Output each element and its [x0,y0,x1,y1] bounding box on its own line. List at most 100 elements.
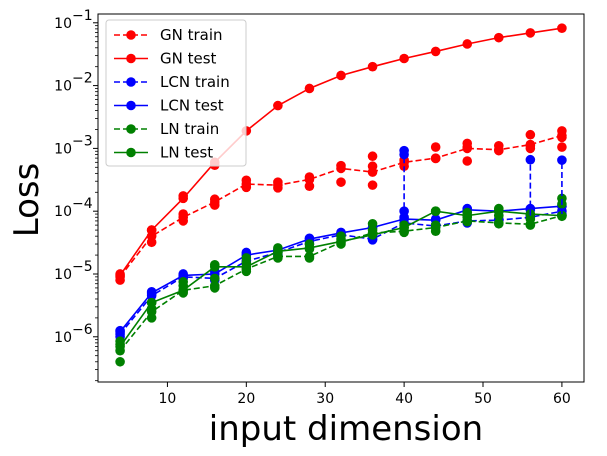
data-point [557,142,567,152]
y-tick-exponent: −5 [72,259,93,275]
y-axis-label: Loss [7,163,47,238]
data-point [557,23,567,34]
x-tick-label: 10 [159,391,177,407]
data-point [146,313,157,323]
plot-frame [97,13,585,383]
y-tick-label: 10 [54,16,72,32]
data-point [146,288,157,298]
data-point [367,161,378,172]
data-point [557,210,567,221]
data-point [146,225,157,235]
legend-label: LN test [160,144,213,162]
data-point [367,180,378,190]
legend-marker [126,53,136,64]
data-point [304,181,315,191]
y-tick-label: 10 [54,141,72,157]
data-point [273,177,283,187]
legend-label: LN train [160,120,219,138]
data-point [241,262,252,272]
data-point [430,153,441,164]
x-tick-label: 20 [237,391,255,407]
data-point [178,285,189,296]
legend-marker [126,30,136,40]
data-point [241,175,252,186]
data-point [273,246,283,257]
lcn-run-spikes [403,150,563,218]
data-point [430,46,441,57]
data-point [241,253,252,263]
data-point [336,160,346,171]
data-point [462,39,473,49]
y-tick-label: 10 [54,330,72,346]
data-point [493,218,504,229]
data-point [367,61,378,72]
x-tick-label: 60 [553,391,571,407]
data-point [146,237,157,248]
data-point [304,243,315,253]
legend-label: GN train [160,26,223,44]
data-point [115,270,125,281]
legend-label: LCN train [160,73,230,91]
data-point [399,53,409,64]
data-point [367,218,378,229]
x-axis-label: input dimension [209,409,483,449]
data-point [336,236,346,247]
data-point [178,209,189,219]
legend-marker [126,77,136,87]
data-point [115,341,125,352]
legend-entry: LN train [114,120,219,138]
data-point [115,327,125,337]
legend-entry: GN test [114,50,217,68]
legend-label: LCN test [160,97,224,115]
data-point [241,182,252,193]
y-tick-label: 10 [54,79,72,95]
data-point [273,100,283,111]
data-point [336,70,346,81]
legend-entry: GN train [114,26,223,44]
data-point [399,222,409,233]
data-point [304,83,315,94]
data-point [209,273,220,284]
data-point [209,283,220,293]
data-point [209,194,220,205]
y-tick-exponent: −1 [72,8,93,24]
data-point [430,206,441,216]
y-tick-label: 10 [54,204,72,220]
data-point [430,220,441,230]
data-point [178,191,189,201]
series-ln-test [115,206,567,352]
data-point [557,155,567,165]
legend-label: GN test [160,50,217,68]
data-point [115,356,125,367]
data-point [493,32,504,43]
data-point [493,140,504,151]
x-tick-label: 40 [395,391,413,407]
x-tick-label: 30 [316,391,334,407]
y-tick-exponent: −4 [72,196,93,212]
data-point [367,230,378,240]
data-point [525,28,536,38]
x-tick-label: 50 [474,391,492,407]
y-tick-exponent: −3 [72,133,93,149]
data-point [399,149,409,160]
data-point [367,151,378,162]
data-point [178,277,189,287]
legend-marker [126,147,136,158]
legend-marker [126,100,136,111]
legend-marker [126,124,136,134]
data-point [209,262,220,272]
data-point [399,206,409,216]
data-point [178,216,189,226]
y-tick-exponent: −2 [72,71,93,87]
data-point [557,126,567,136]
data-point [462,210,473,221]
data-point [304,253,315,263]
y-tick-exponent: −6 [72,322,93,338]
data-point [462,156,473,166]
data-point [493,206,504,216]
data-point [146,297,157,308]
data-point [430,142,441,152]
legend-entry: LCN train [114,73,230,91]
